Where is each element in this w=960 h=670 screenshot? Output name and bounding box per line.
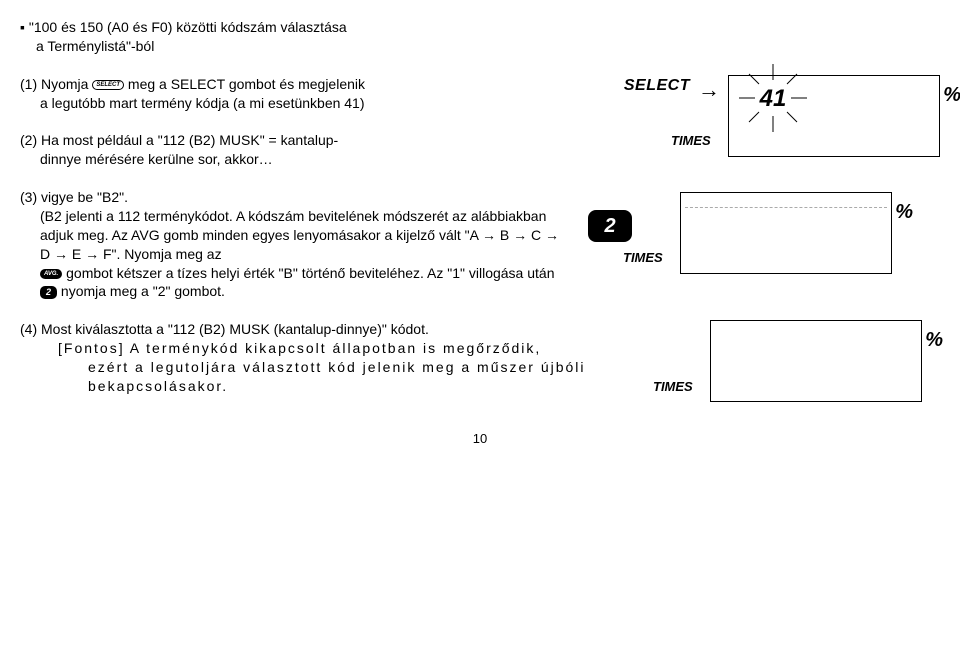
step3-text-c: gombot kétszer a tízes helyi érték "B" t… xyxy=(66,265,554,281)
step3-text-a: (3) vigye be "B2". xyxy=(20,188,560,207)
step4-text-c: ezért a legutoljára választott kód jelen… xyxy=(88,358,670,396)
step3-text-d: nyomja meg a "2" gombot. xyxy=(61,283,225,299)
display-box-1: 41 TIMES % xyxy=(728,75,940,157)
step1-text-c: a legutóbb mart termény kódja (a mi eset… xyxy=(40,94,614,113)
step3-left: (3) vigye be "B2". (B2 jelenti a 112 ter… xyxy=(20,188,570,301)
display-41-text: 41 xyxy=(759,85,787,112)
display-box-3: TIMES % xyxy=(710,320,922,402)
step1-row: (1) Nyomja SELECT meg a SELECT gombot és… xyxy=(20,75,940,169)
step3-row: (3) vigye be "B2". (B2 jelenti a 112 ter… xyxy=(20,188,940,301)
starburst-41: 41 xyxy=(737,62,809,134)
big2-col: 2 xyxy=(570,188,650,242)
title-block: ▪ "100 és 150 (A0 és F0) közötti kódszám… xyxy=(20,18,940,56)
times-label-2: TIMES xyxy=(623,249,663,267)
step3-text-b: (B2 jelenti a 112 terménykódot. A kódszá… xyxy=(40,208,559,262)
step4-left: (4) Most kiválasztotta a "112 (B2) MUSK … xyxy=(20,320,680,396)
step4-right: TIMES % xyxy=(680,320,940,402)
step1-text-b: meg a SELECT gombot és megjelenik xyxy=(128,76,365,92)
pct-label-1: % xyxy=(943,82,960,109)
pct-label-3: % xyxy=(925,327,943,354)
arrow-icon: → xyxy=(698,75,720,105)
step4-text-b: [Fontos] A terménykód kikapcsolt állapot… xyxy=(58,339,670,358)
step2-text-b: dinnye mérésére kerülne sor, akkor… xyxy=(40,150,614,169)
title-line1: "100 és 150 (A0 és F0) közötti kódszám v… xyxy=(29,19,347,35)
page-number: 10 xyxy=(20,430,940,448)
times-label-3: TIMES xyxy=(653,378,693,396)
avg-key: AVG. xyxy=(40,269,62,279)
select-key-small: SELECT xyxy=(92,80,124,90)
step1-right: SELECT → xyxy=(624,75,940,169)
bullet: ▪ xyxy=(20,19,29,35)
step4-text-a: (4) Most kiválasztotta a "112 (B2) MUSK … xyxy=(20,320,670,339)
num2-key-small: 2 xyxy=(40,286,57,299)
step1-left: (1) Nyomja SELECT meg a SELECT gombot és… xyxy=(20,75,624,169)
times-label-1: TIMES xyxy=(671,132,711,150)
title-line2: a Terménylistá"-ból xyxy=(36,38,154,54)
step1-text-a: (1) Nyomja xyxy=(20,76,92,92)
pct-label-2: % xyxy=(895,199,913,226)
step4-row: (4) Most kiválasztotta a "112 (B2) MUSK … xyxy=(20,320,940,402)
step3-right: TIMES % xyxy=(650,188,910,274)
step2-text-a: (2) Ha most például a "112 (B2) MUSK" = … xyxy=(20,132,338,148)
dashed-line xyxy=(685,207,887,208)
select-big-label: SELECT xyxy=(624,75,690,97)
display-box-2: TIMES % xyxy=(680,192,892,274)
big-num2-key: 2 xyxy=(588,210,631,242)
